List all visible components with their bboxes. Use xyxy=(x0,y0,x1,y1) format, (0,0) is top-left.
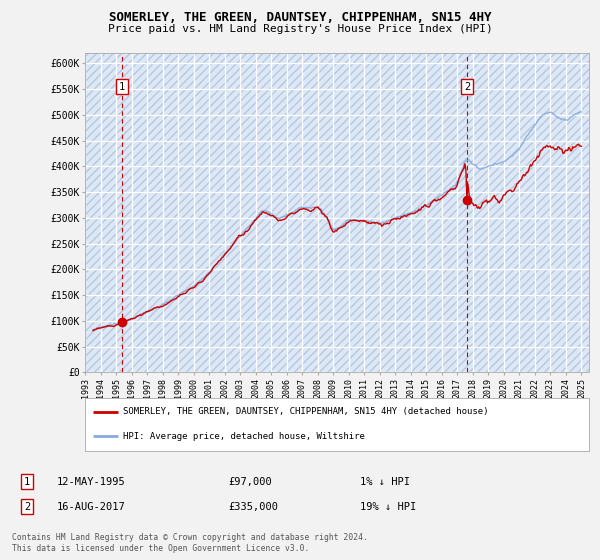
Text: 2: 2 xyxy=(24,502,30,512)
Text: Contains HM Land Registry data © Crown copyright and database right 2024.
This d: Contains HM Land Registry data © Crown c… xyxy=(12,533,368,553)
Text: SOMERLEY, THE GREEN, DAUNTSEY, CHIPPENHAM, SN15 4HY: SOMERLEY, THE GREEN, DAUNTSEY, CHIPPENHA… xyxy=(109,11,491,24)
Text: 2: 2 xyxy=(464,82,470,92)
Text: 19% ↓ HPI: 19% ↓ HPI xyxy=(360,502,416,512)
Text: 1: 1 xyxy=(24,477,30,487)
Text: £97,000: £97,000 xyxy=(228,477,272,487)
Text: 1% ↓ HPI: 1% ↓ HPI xyxy=(360,477,410,487)
Text: SOMERLEY, THE GREEN, DAUNTSEY, CHIPPENHAM, SN15 4HY (detached house): SOMERLEY, THE GREEN, DAUNTSEY, CHIPPENHA… xyxy=(123,408,488,417)
Text: £335,000: £335,000 xyxy=(228,502,278,512)
Text: Price paid vs. HM Land Registry's House Price Index (HPI): Price paid vs. HM Land Registry's House … xyxy=(107,24,493,34)
Text: 12-MAY-1995: 12-MAY-1995 xyxy=(57,477,126,487)
Text: 16-AUG-2017: 16-AUG-2017 xyxy=(57,502,126,512)
Text: HPI: Average price, detached house, Wiltshire: HPI: Average price, detached house, Wilt… xyxy=(123,432,365,441)
Text: 1: 1 xyxy=(119,82,125,92)
